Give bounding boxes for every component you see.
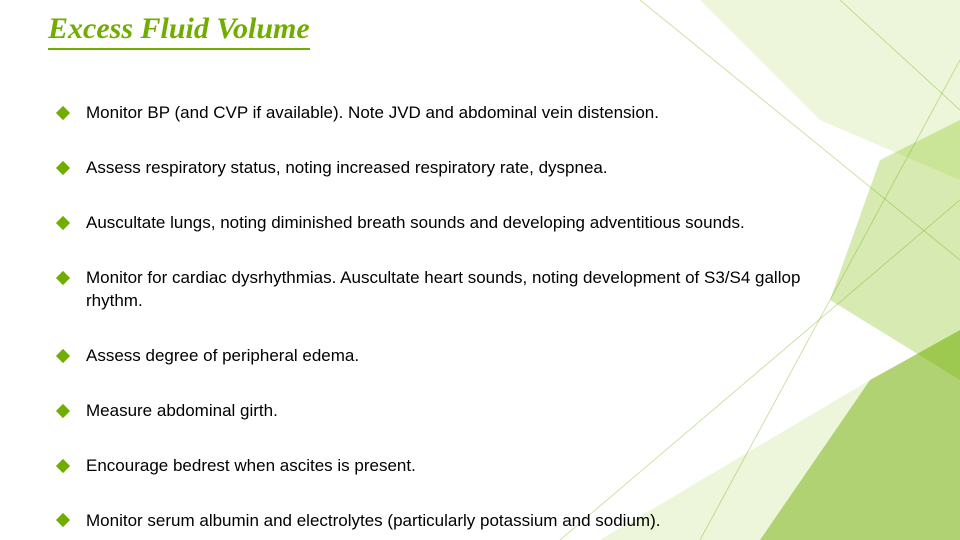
list-item: Monitor BP (and CVP if available). Note …	[58, 102, 818, 125]
list-item: Assess degree of peripheral edema.	[58, 345, 818, 368]
bullet-diamond-icon	[56, 271, 70, 285]
bullet-diamond-icon	[56, 349, 70, 363]
list-item: Monitor serum albumin and electrolytes (…	[58, 510, 818, 533]
bullet-diamond-icon	[56, 161, 70, 175]
list-item: Measure abdominal girth.	[58, 400, 818, 423]
bullet-diamond-icon	[56, 458, 70, 472]
slide: Excess Fluid Volume Monitor BP (and CVP …	[0, 0, 960, 540]
bullet-text: Measure abdominal girth.	[86, 401, 278, 420]
list-item: Encourage bedrest when ascites is presen…	[58, 455, 818, 478]
decor-poly	[830, 120, 960, 380]
bullet-diamond-icon	[56, 106, 70, 120]
bullet-text: Assess respiratory status, noting increa…	[86, 158, 608, 177]
bullet-text: Monitor BP (and CVP if available). Note …	[86, 103, 659, 122]
bullet-text: Encourage bedrest when ascites is presen…	[86, 456, 416, 475]
list-item: Assess respiratory status, noting increa…	[58, 157, 818, 180]
bullet-text: Monitor serum albumin and electrolytes (…	[86, 511, 660, 530]
bullet-text: Auscultate lungs, noting diminished brea…	[86, 213, 745, 232]
list-item: Auscultate lungs, noting diminished brea…	[58, 212, 818, 235]
bullet-text: Monitor for cardiac dysrhythmias. Auscul…	[86, 268, 800, 310]
bullet-diamond-icon	[56, 403, 70, 417]
bullet-diamond-icon	[56, 216, 70, 230]
slide-title: Excess Fluid Volume	[48, 12, 310, 50]
decor-line	[840, 0, 960, 110]
bullet-text: Assess degree of peripheral edema.	[86, 346, 359, 365]
slide-title-text: Excess Fluid Volume	[48, 12, 310, 50]
bullet-list: Monitor BP (and CVP if available). Note …	[58, 102, 818, 540]
list-item: Monitor for cardiac dysrhythmias. Auscul…	[58, 267, 818, 313]
bullet-diamond-icon	[56, 513, 70, 527]
